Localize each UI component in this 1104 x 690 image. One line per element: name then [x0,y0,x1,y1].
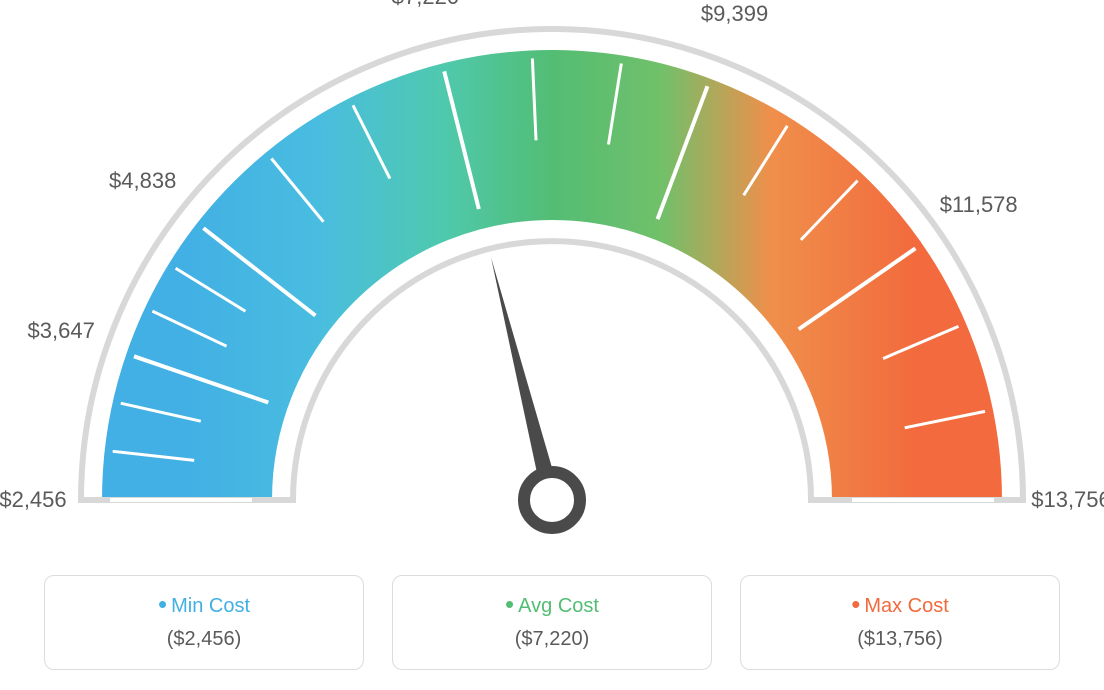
gauge-tick-label: $9,399 [701,1,768,27]
gauge-tick-label: $2,456 [0,487,67,513]
legend-value-avg: ($7,220) [515,628,590,651]
legend-title-text: Avg Cost [518,595,599,618]
gauge-tick-label: $11,578 [940,192,1018,218]
legend-title-text: Min Cost [171,595,250,618]
dot-icon: • [851,598,860,610]
gauge-tick-label: $7,220 [392,0,459,10]
legend-card-avg: • Avg Cost ($7,220) [392,575,712,670]
legend-title-max: • Max Cost [851,595,949,618]
legend-title-min: • Min Cost [158,595,250,618]
gauge-chart: $2,456 $3,647 $4,838 $7,220 $9,399 $11,578 $13… [0,0,1104,560]
legend-title-text: Max Cost [864,595,948,618]
legend-card-min: • Min Cost ($2,456) [44,575,364,670]
gauge-svg [0,0,1104,560]
legend-card-max: • Max Cost ($13,756) [740,575,1060,670]
gauge-tick-label: $4,838 [109,168,176,194]
legend-title-avg: • Avg Cost [505,595,599,618]
gauge-tick-label: $13,756 [1031,487,1104,513]
legend-value-max: ($13,756) [857,628,943,651]
dot-icon: • [505,598,514,610]
legend-value-min: ($2,456) [167,628,242,651]
gauge-tick-label: $3,647 [28,318,95,344]
legend-row: • Min Cost ($2,456) • Avg Cost ($7,220) … [0,575,1104,670]
dot-icon: • [158,598,167,610]
